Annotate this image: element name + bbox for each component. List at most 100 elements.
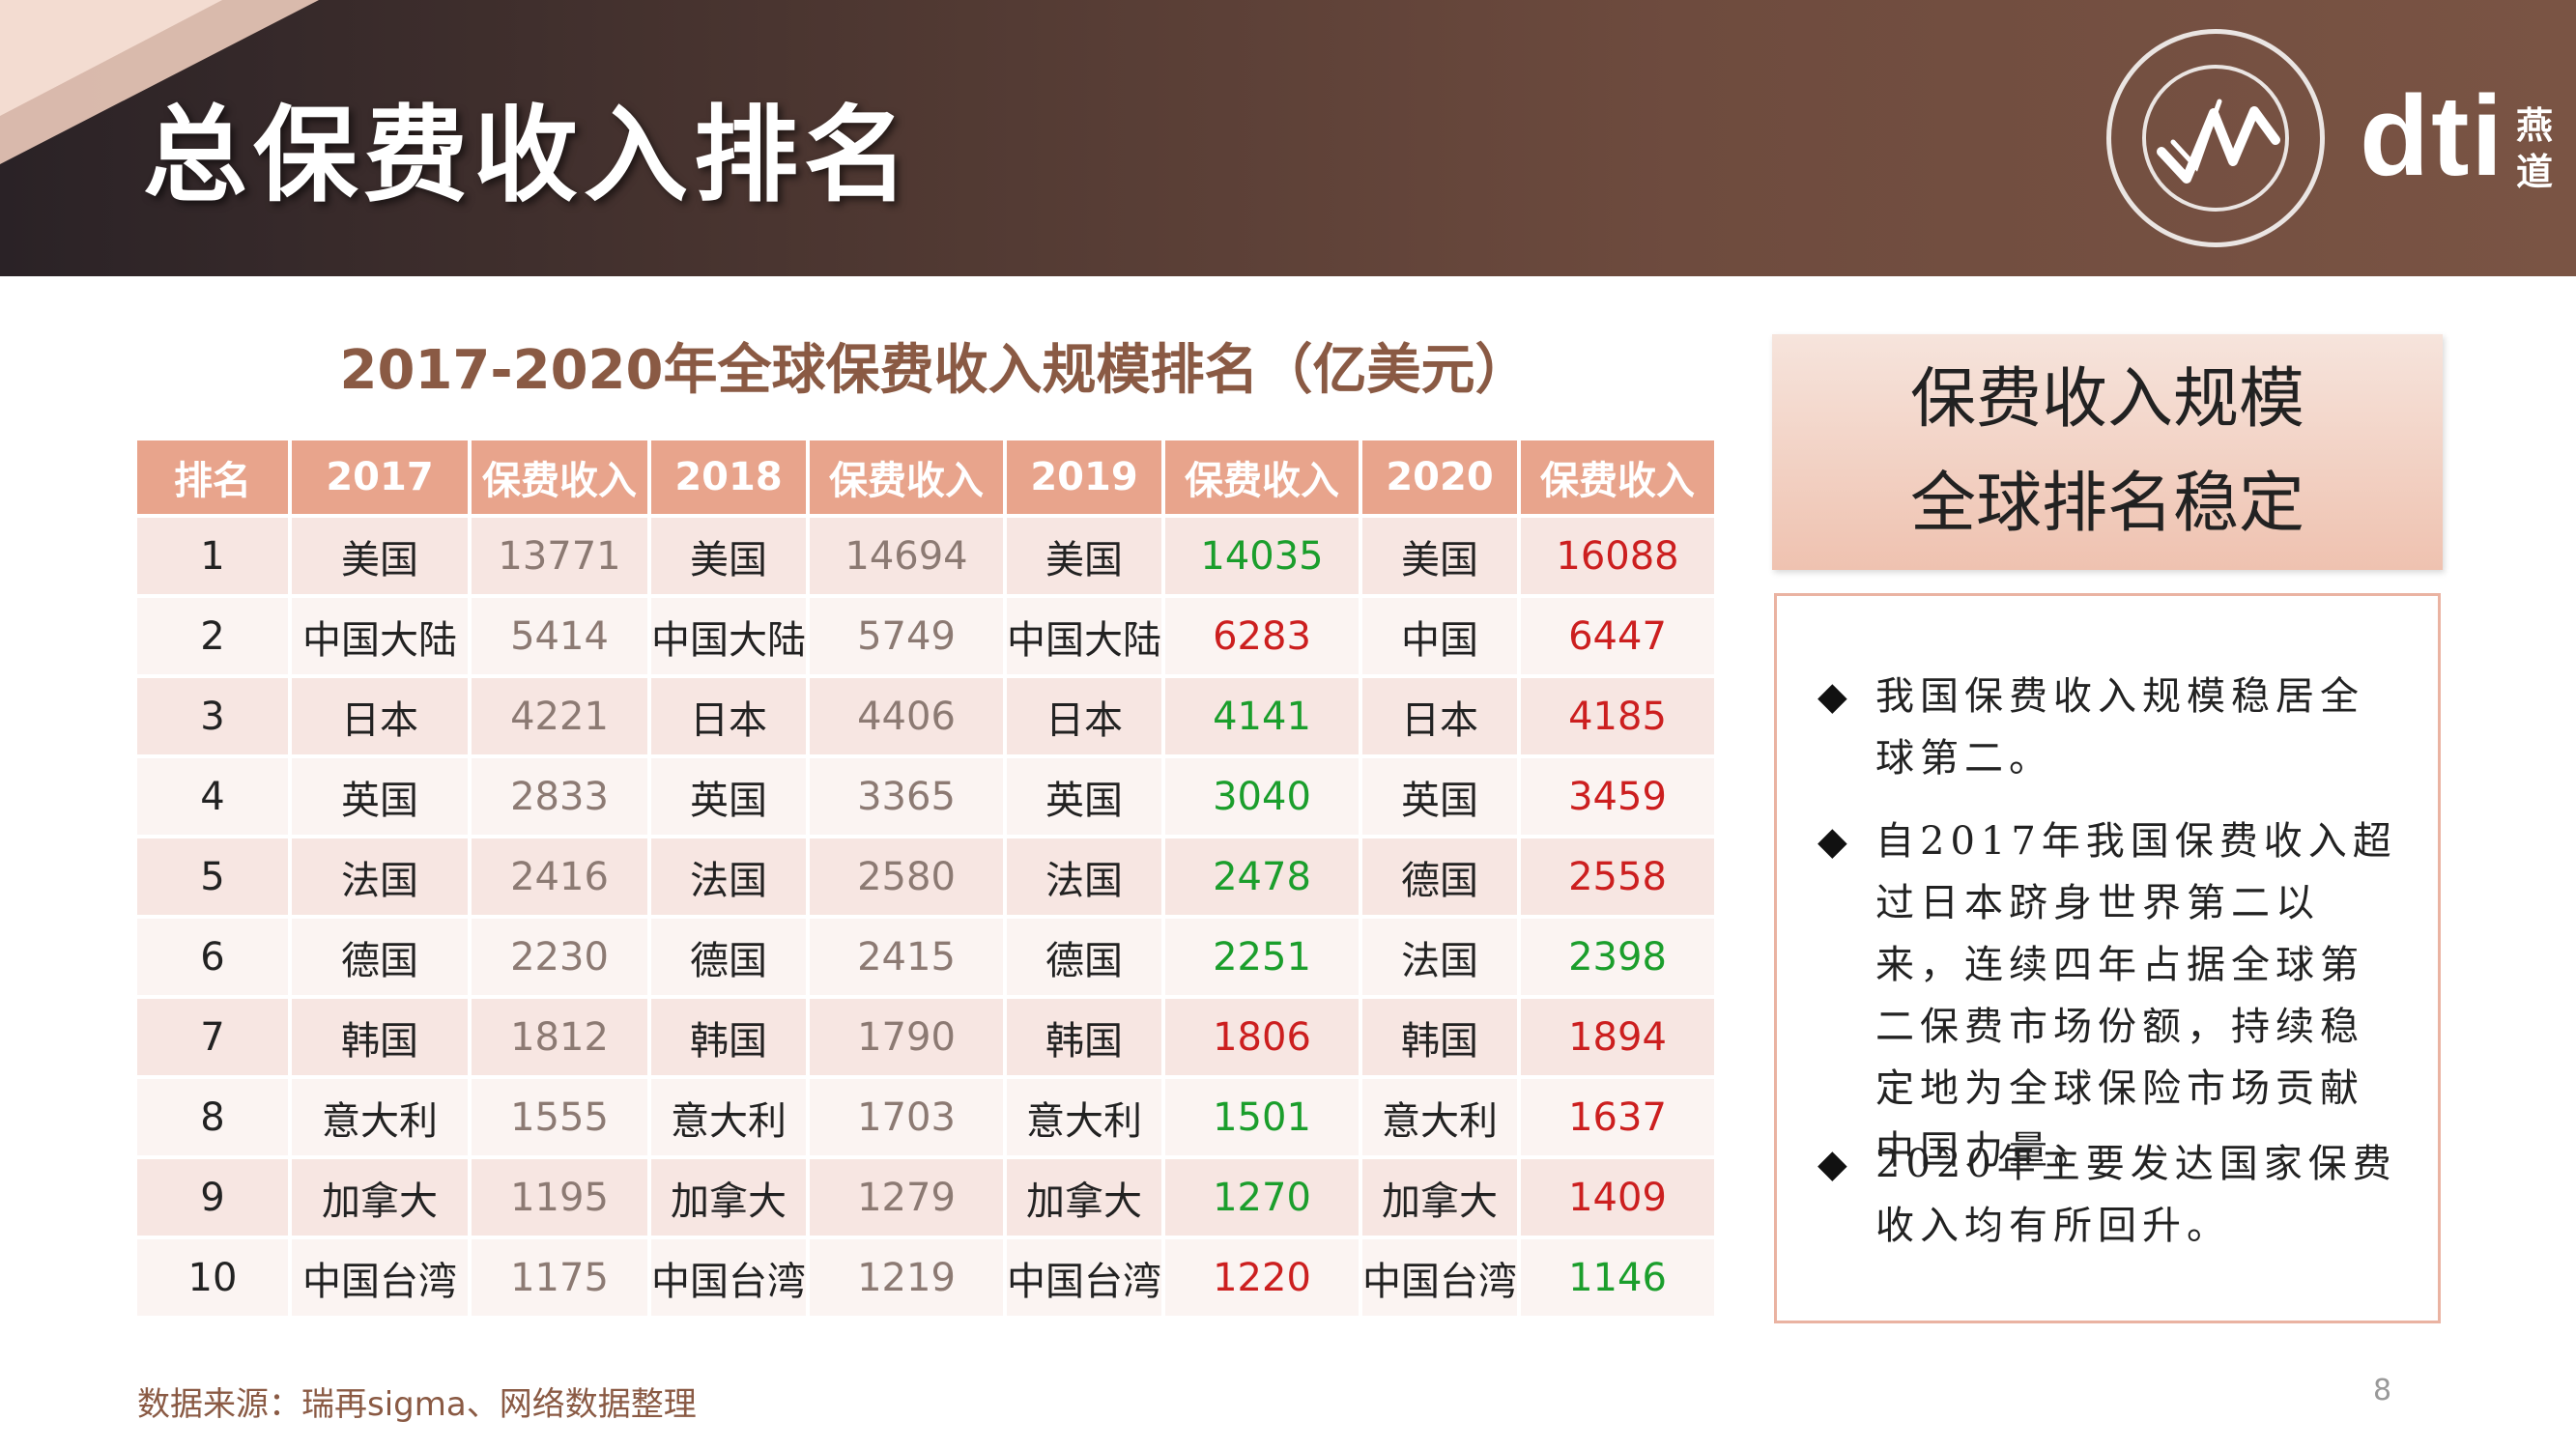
rank-cell: 3 [137, 678, 288, 754]
premium-cell: 2558 [1521, 838, 1714, 915]
country-cell: 英国 [1362, 758, 1517, 835]
table-row: 6 德国 2230 德国 2415 德国 2251 法国 2398 [137, 919, 1714, 995]
rank-cell: 10 [137, 1239, 288, 1316]
country-cell: 中国台湾 [1007, 1239, 1161, 1316]
country-cell: 加拿大 [1007, 1159, 1161, 1236]
country-cell: 韩国 [1362, 999, 1517, 1075]
premium-cell: 2416 [472, 838, 647, 915]
premium-cell: 2251 [1165, 919, 1359, 995]
country-cell: 法国 [292, 838, 468, 915]
premium-cell: 4141 [1165, 678, 1359, 754]
country-cell: 中国台湾 [651, 1239, 806, 1316]
rank-cell: 1 [137, 518, 288, 594]
header-2020: 2020 [1362, 440, 1517, 514]
page-number: 8 [2373, 1374, 2392, 1407]
rank-cell: 6 [137, 919, 288, 995]
premium-cell: 4185 [1521, 678, 1714, 754]
table-row: 5 法国 2416 法国 2580 法国 2478 德国 2558 [137, 838, 1714, 915]
summary-line-2: 全球排名稳定 [1909, 466, 2304, 542]
premium-ranking-table: 排名 2017 保费收入 2018 保费收入 2019 保费收入 2020 保费… [133, 437, 1718, 1320]
note-text: 自2017年我国保费收入超过日本跻身世界第二以来，连续四年占据全球第二保费市场份… [1875, 819, 2397, 1173]
research-center-seal-logo [2106, 29, 2325, 247]
premium-cell: 2398 [1521, 919, 1714, 995]
country-cell: 德国 [1007, 919, 1161, 995]
country-cell: 日本 [1362, 678, 1517, 754]
premium-cell: 1894 [1521, 999, 1714, 1075]
table-row: 2 中国大陆 5414 中国大陆 5749 中国大陆 6283 中国 6447 [137, 598, 1714, 674]
rank-cell: 5 [137, 838, 288, 915]
country-cell: 意大利 [292, 1079, 468, 1155]
premium-cell: 1219 [810, 1239, 1003, 1316]
country-cell: 英国 [1007, 758, 1161, 835]
table-row: 3 日本 4221 日本 4406 日本 4141 日本 4185 [137, 678, 1714, 754]
country-cell: 美国 [1362, 518, 1517, 594]
dti-logo: dti [2360, 72, 2505, 200]
rank-cell: 2 [137, 598, 288, 674]
header-premium-2019: 保费收入 [1165, 440, 1359, 514]
country-cell: 德国 [292, 919, 468, 995]
country-cell: 德国 [1362, 838, 1517, 915]
notes-box: ◆ 我国保费收入规模稳居全球第二。 ◆ 自2017年我国保费收入超过日本跻身世界… [1774, 593, 2441, 1323]
country-cell: 意大利 [1007, 1079, 1161, 1155]
premium-cell: 1146 [1521, 1239, 1714, 1316]
diamond-bullet-icon: ◆ [1818, 674, 1853, 719]
header-premium-2017: 保费收入 [472, 440, 647, 514]
country-cell: 美国 [651, 518, 806, 594]
header-premium-2018: 保费收入 [810, 440, 1003, 514]
premium-cell: 1790 [810, 999, 1003, 1075]
country-cell: 意大利 [651, 1079, 806, 1155]
premium-cell: 4406 [810, 678, 1003, 754]
premium-cell: 5749 [810, 598, 1003, 674]
summary-box: 保费收入规模 全球排名稳定 [1772, 334, 2443, 570]
country-cell: 法国 [1362, 919, 1517, 995]
table-row: 7 韩国 1812 韩国 1790 韩国 1806 韩国 1894 [137, 999, 1714, 1075]
country-cell: 中国大陆 [292, 598, 468, 674]
premium-cell: 1270 [1165, 1159, 1359, 1236]
premium-cell: 3459 [1521, 758, 1714, 835]
country-cell: 中国 [1362, 598, 1517, 674]
note-text: 2020年主要发达国家保费收入均有所回升。 [1875, 1142, 2397, 1248]
header-premium-2020: 保费收入 [1521, 440, 1714, 514]
header-2018: 2018 [651, 440, 806, 514]
page-title: 总保费收入排名 [143, 96, 915, 216]
country-cell: 中国大陆 [651, 598, 806, 674]
note-item: ◆ 2020年主要发达国家保费收入均有所回升。 [1818, 1133, 2397, 1257]
premium-cell: 4221 [472, 678, 647, 754]
brand-chinese-logo: 燕道 [2516, 104, 2554, 193]
premium-cell: 1220 [1165, 1239, 1359, 1316]
country-cell: 韩国 [1007, 999, 1161, 1075]
premium-cell: 3365 [810, 758, 1003, 835]
rank-cell: 7 [137, 999, 288, 1075]
note-item: ◆ 我国保费收入规模稳居全球第二。 [1818, 666, 2397, 789]
premium-cell: 2580 [810, 838, 1003, 915]
diamond-bullet-icon: ◆ [1818, 1142, 1853, 1186]
premium-cell: 1279 [810, 1159, 1003, 1236]
premium-cell: 13771 [472, 518, 647, 594]
country-cell: 德国 [651, 919, 806, 995]
rank-cell: 8 [137, 1079, 288, 1155]
premium-cell: 1501 [1165, 1079, 1359, 1155]
country-cell: 加拿大 [292, 1159, 468, 1236]
premium-cell: 1703 [810, 1079, 1003, 1155]
table-row: 1 美国 13771 美国 14694 美国 14035 美国 16088 [137, 518, 1714, 594]
header-2017: 2017 [292, 440, 468, 514]
country-cell: 日本 [292, 678, 468, 754]
premium-cell: 16088 [1521, 518, 1714, 594]
premium-cell: 2833 [472, 758, 647, 835]
rank-cell: 4 [137, 758, 288, 835]
header-2019: 2019 [1007, 440, 1161, 514]
country-cell: 加拿大 [651, 1159, 806, 1236]
country-cell: 中国台湾 [292, 1239, 468, 1316]
decorative-corner-light [0, 0, 222, 116]
country-cell: 日本 [1007, 678, 1161, 754]
summary-line-1: 保费收入规模 [1909, 361, 2304, 438]
premium-cell: 1806 [1165, 999, 1359, 1075]
country-cell: 中国台湾 [1362, 1239, 1517, 1316]
premium-cell: 1555 [472, 1079, 647, 1155]
diamond-bullet-icon: ◆ [1818, 819, 1853, 864]
table-row: 8 意大利 1555 意大利 1703 意大利 1501 意大利 1637 [137, 1079, 1714, 1155]
premium-cell: 1175 [472, 1239, 647, 1316]
table-row: 4 英国 2833 英国 3365 英国 3040 英国 3459 [137, 758, 1714, 835]
note-item: ◆ 自2017年我国保费收入超过日本跻身世界第二以来，连续四年占据全球第二保费市… [1818, 810, 2397, 1181]
data-source: 数据来源：瑞再sigma、网络数据整理 [137, 1385, 697, 1424]
